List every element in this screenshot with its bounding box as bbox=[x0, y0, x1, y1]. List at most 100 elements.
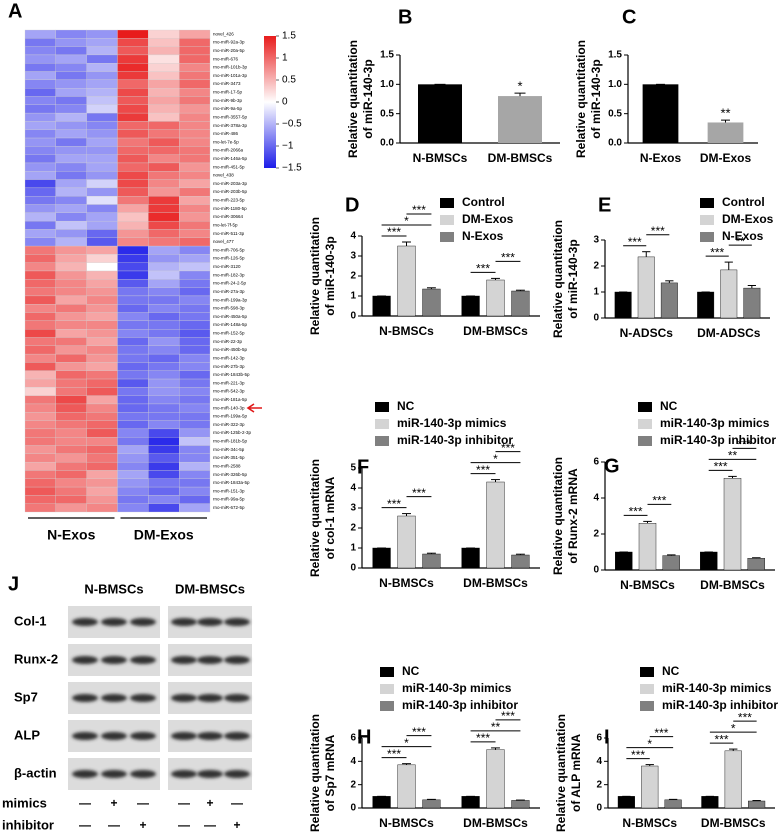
legend-swatch bbox=[640, 684, 654, 694]
legend-label: miR-140-3p mimics bbox=[662, 681, 772, 695]
heatmap-cell bbox=[55, 370, 87, 380]
x-tick-label: N-ADSCs bbox=[620, 326, 674, 340]
colorbar-tick-label: 0 bbox=[282, 97, 288, 108]
heatmap-cell bbox=[24, 112, 56, 122]
heatmap-cell bbox=[55, 437, 87, 446]
heatmap-cell bbox=[148, 262, 180, 272]
bar bbox=[486, 481, 505, 569]
significance-label: * bbox=[493, 452, 498, 466]
bar bbox=[660, 282, 678, 319]
legend-label: N-Exos bbox=[462, 229, 504, 243]
heatmap-cell bbox=[24, 270, 56, 280]
heatmap-cell bbox=[148, 503, 180, 513]
heatmap-cell bbox=[179, 88, 211, 97]
row-label: rno-miR-125b-2-3p bbox=[213, 430, 252, 435]
heatmap-cell bbox=[86, 262, 118, 272]
heatmap-cell bbox=[86, 503, 118, 513]
bar bbox=[697, 291, 715, 319]
heatmap-cell bbox=[24, 63, 56, 72]
treatment-sign: + bbox=[233, 818, 240, 832]
heatmap-cell bbox=[179, 304, 211, 313]
heatmap-cell bbox=[148, 445, 180, 454]
heatmap-cell bbox=[117, 29, 149, 39]
bar bbox=[372, 295, 391, 317]
heatmap-cell bbox=[86, 196, 118, 205]
legend-label: N-Exos bbox=[722, 229, 764, 243]
heatmap-cell bbox=[24, 453, 56, 463]
y-axis-label: of Runx-2 mRNA bbox=[566, 468, 580, 564]
heatmap-cell bbox=[117, 495, 149, 504]
heatmap-cell bbox=[179, 262, 211, 272]
heatmap-cell bbox=[148, 29, 180, 39]
heatmap-cell bbox=[24, 420, 56, 430]
heatmap-cell bbox=[117, 387, 149, 396]
panel-label: E bbox=[598, 194, 611, 216]
treatment-sign: — bbox=[204, 818, 216, 832]
row-label: rno-miR-2066a bbox=[213, 148, 244, 153]
row-label: rno-miR-676 bbox=[213, 56, 239, 61]
row-label: novel_477 bbox=[213, 239, 234, 244]
y-tick-label: 1.0 bbox=[380, 79, 394, 90]
heatmap-cell bbox=[179, 237, 211, 247]
heatmap-cell bbox=[55, 245, 87, 255]
y-tick-label: 1.5 bbox=[608, 50, 622, 61]
heatmap-cell bbox=[24, 88, 56, 97]
row-label: rno-miR-203b-5p bbox=[213, 189, 248, 194]
bar bbox=[422, 553, 441, 569]
blot-band bbox=[171, 656, 197, 664]
heatmap-cell bbox=[148, 304, 180, 313]
row-label: rno-miR-486 bbox=[213, 131, 239, 136]
y-tick-label: 4 bbox=[350, 756, 356, 767]
row-label: rno-miR-99a-5p bbox=[213, 497, 245, 502]
row-label: rno-miR-351-5p bbox=[213, 455, 245, 460]
y-tick-label: 1.0 bbox=[608, 79, 622, 90]
row-label: rno-miR-181b-5p bbox=[213, 439, 248, 444]
y-axis-label: of ALP mRNA bbox=[569, 734, 583, 812]
heatmap-cell bbox=[117, 179, 149, 189]
heatmap-cell bbox=[24, 486, 56, 496]
y-tick-label: 2 bbox=[350, 271, 356, 282]
x-tick-label: DM-BMSCs bbox=[463, 576, 528, 590]
heatmap-cell bbox=[148, 295, 180, 305]
heatmap-cell bbox=[148, 395, 180, 405]
treatment-sign: — bbox=[231, 796, 243, 810]
blot-band bbox=[130, 656, 156, 664]
row-label: rno-miR-148a-5p bbox=[213, 322, 248, 327]
significance-label: *** bbox=[387, 747, 401, 761]
treatment-sign: + bbox=[139, 818, 146, 832]
row-label: novel_426 bbox=[213, 31, 234, 36]
heatmap-cell bbox=[179, 478, 211, 488]
heatmap-cell bbox=[179, 395, 211, 405]
heatmap-cell bbox=[86, 38, 118, 47]
heatmap-cell bbox=[179, 445, 211, 454]
bar bbox=[511, 554, 530, 569]
heatmap-cell bbox=[148, 320, 180, 330]
colorbar-tick-label: 0.5 bbox=[282, 75, 296, 86]
heatmap-cell bbox=[86, 187, 118, 197]
blot-band bbox=[171, 618, 197, 626]
heatmap-cell bbox=[179, 378, 211, 388]
heatmap-cell bbox=[55, 146, 87, 155]
legend-swatch bbox=[440, 215, 454, 225]
heatmap-cell bbox=[86, 486, 118, 496]
significance-label: *** bbox=[412, 203, 426, 217]
heatmap-cell bbox=[24, 171, 56, 180]
panel-label: F bbox=[357, 456, 369, 478]
y-tick-label: 3 bbox=[350, 503, 356, 514]
heatmap-cell bbox=[179, 204, 211, 213]
legend-label: miR-140-3p mimics bbox=[660, 416, 770, 430]
y-tick-label: 1 bbox=[593, 287, 599, 298]
heatmap-cell bbox=[86, 88, 118, 97]
heatmap-cell bbox=[55, 196, 87, 205]
treatment-label: mimics bbox=[2, 795, 47, 810]
heatmap-cell bbox=[117, 121, 149, 130]
heatmap-cell bbox=[117, 146, 149, 155]
heatmap-cell bbox=[86, 353, 118, 363]
significance-label: *** bbox=[628, 235, 642, 249]
heatmap-cell bbox=[117, 503, 149, 513]
heatmap-cell bbox=[117, 428, 149, 438]
row-label: rno-miR-34c-5p bbox=[213, 447, 245, 452]
heatmap-cell bbox=[55, 287, 87, 297]
significance-label: ** bbox=[720, 106, 730, 121]
row-label: rno-miR-22-3p bbox=[213, 339, 243, 344]
